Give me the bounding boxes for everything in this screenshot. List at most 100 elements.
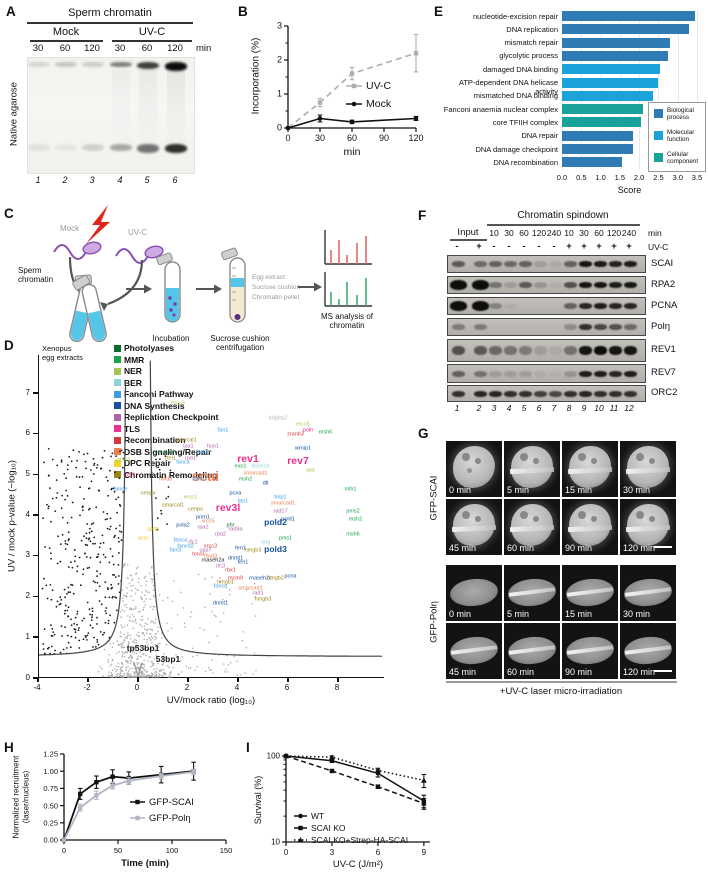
blot-band bbox=[623, 390, 637, 397]
gene-label: rnaseh2c bbox=[249, 575, 272, 582]
nucleolus bbox=[475, 458, 481, 464]
x-tick-label: 1.5 bbox=[614, 172, 626, 182]
blot-band bbox=[563, 324, 577, 330]
uvc-symbol: + bbox=[476, 241, 482, 252]
bar-label: Fanconi anaemia nuclear complex bbox=[443, 104, 558, 114]
gene-label: mcm9 bbox=[228, 575, 243, 582]
legend-swatch bbox=[114, 459, 121, 467]
x-tick bbox=[37, 677, 39, 682]
legend-label: DPC Repair bbox=[124, 458, 171, 468]
svg-text:100: 100 bbox=[267, 752, 281, 761]
legend-swatch bbox=[114, 471, 121, 478]
legend-label: DSB Signaling/Repair bbox=[124, 446, 212, 457]
panel-a-letter: A bbox=[6, 4, 16, 19]
frame-time-label: 15 min bbox=[565, 609, 593, 619]
spindown-lane-number: 5 bbox=[521, 403, 527, 413]
gene-label: pold3 bbox=[264, 543, 287, 554]
blot-band bbox=[451, 324, 465, 330]
gene-label: rev1 bbox=[237, 453, 259, 465]
recruitment-ylabel-1: Normalized recruitment bbox=[11, 755, 21, 839]
x-tick bbox=[337, 677, 339, 682]
y-tick-label: 3 bbox=[25, 550, 30, 560]
x-tick-label: 0.5 bbox=[576, 172, 587, 182]
lane-number: 2 bbox=[62, 175, 68, 185]
volcano-legend-item: DNA Synthesis bbox=[114, 401, 185, 411]
gene-label: tonsl bbox=[192, 551, 204, 558]
blot-band bbox=[503, 282, 517, 288]
frame-time-label: 0 min bbox=[449, 485, 472, 495]
frame-time-label: 30 min bbox=[623, 485, 651, 495]
panel-a-title: Sperm chromatin bbox=[68, 7, 152, 19]
blot-band bbox=[593, 282, 607, 288]
flow-arrow-2 bbox=[196, 284, 222, 294]
y-tick-label: 7 bbox=[25, 387, 30, 397]
gene-label: rev7 bbox=[287, 455, 309, 468]
group-mock: Mock bbox=[52, 26, 80, 38]
blot-band bbox=[518, 261, 532, 267]
spindown-title: Chromatin spindown bbox=[517, 210, 609, 221]
recruitment-ylabel-2: (laser/nucleus) bbox=[21, 770, 31, 824]
ms-analysis-label-2: chromatin bbox=[329, 321, 365, 330]
gfp-polh-row-label: GFP-Polη bbox=[428, 601, 440, 643]
blot-name: PCNA bbox=[651, 299, 678, 311]
lane-number: 1 bbox=[35, 175, 41, 185]
bar-label: DNA repair bbox=[521, 131, 558, 141]
gene-label: xrcc3 bbox=[203, 543, 218, 549]
score-bar bbox=[562, 11, 696, 21]
flow-arrow-1 bbox=[126, 284, 152, 294]
x-tick-label: -4 bbox=[33, 683, 41, 692]
spindown-lane-number: 10 bbox=[594, 403, 604, 413]
gene-label: rfc1 bbox=[188, 538, 198, 545]
uvc-symbol: - bbox=[552, 241, 556, 252]
gene-label: brip1 bbox=[274, 494, 287, 501]
blot-band bbox=[593, 324, 607, 330]
spindown-label-1: Sucrose cushion bbox=[210, 334, 270, 343]
nucleolus bbox=[636, 453, 644, 461]
blot-name: REV7 bbox=[651, 367, 676, 378]
svg-text:0: 0 bbox=[284, 848, 289, 857]
blot-band bbox=[548, 261, 562, 267]
legend-label: Fanconi Pathway bbox=[124, 389, 194, 399]
gel-smear bbox=[167, 70, 185, 150]
lane-time: 30 bbox=[114, 43, 126, 54]
gene-label: fan1 bbox=[237, 498, 249, 505]
svg-text:WT: WT bbox=[311, 811, 324, 821]
x-tick-label: -2 bbox=[83, 683, 91, 692]
gene-label: pms1 bbox=[278, 534, 293, 541]
gene-label: pola2 bbox=[176, 522, 190, 529]
lane-number: 5 bbox=[144, 175, 150, 185]
spindown-lane-number: 12 bbox=[624, 403, 634, 413]
survival-ylabel: Survival (%) bbox=[253, 775, 263, 825]
bar-label: DNA recombination bbox=[493, 157, 558, 167]
gene-label: nsf1 bbox=[125, 471, 136, 478]
blot-band bbox=[593, 261, 607, 267]
blot-band bbox=[548, 282, 562, 288]
spindown-lane-number: 7 bbox=[551, 403, 557, 413]
score-bar bbox=[562, 77, 659, 88]
svg-text:150: 150 bbox=[220, 846, 233, 855]
input-rule bbox=[450, 239, 487, 241]
spindown-lane-number: 4 bbox=[506, 403, 512, 413]
svg-text:3: 3 bbox=[330, 848, 335, 857]
panel-i-letter: I bbox=[246, 740, 250, 755]
gene-label: rfwd3 bbox=[158, 475, 173, 482]
nucleus bbox=[448, 576, 500, 609]
gene-label: dtl bbox=[262, 479, 269, 486]
spindown-time: 30 bbox=[579, 228, 589, 238]
blot-band bbox=[471, 280, 489, 290]
svg-text:0.25: 0.25 bbox=[43, 819, 58, 828]
frame-time-label: 45 min bbox=[449, 667, 477, 677]
gene-label: rpa2 bbox=[197, 524, 209, 531]
blot-band bbox=[593, 370, 607, 377]
sucrose-cushion-label: Sucrose cushion bbox=[252, 284, 301, 291]
blot-band bbox=[533, 261, 547, 267]
gene-label: dnmt1 bbox=[212, 599, 229, 606]
gridline bbox=[658, 10, 660, 170]
gene-label: dclre1a bbox=[251, 463, 270, 470]
blot-band bbox=[563, 390, 577, 397]
micro-frame: 15 min bbox=[562, 441, 618, 497]
gene-label: xrcc5 bbox=[201, 518, 215, 525]
micro-frame: 0 min bbox=[446, 441, 502, 497]
gene-label: ercc1 bbox=[183, 494, 198, 501]
y-tick bbox=[33, 392, 38, 394]
